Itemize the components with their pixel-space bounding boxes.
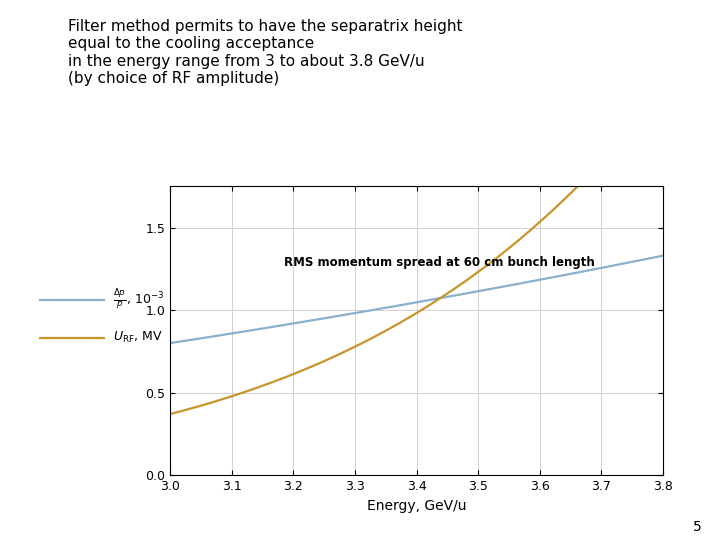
Text: RMS momentum spread at 60 cm bunch length: RMS momentum spread at 60 cm bunch lengt… [284,255,595,268]
Text: Filter method permits to have the separatrix height
equal to the cooling accepta: Filter method permits to have the separa… [68,19,463,86]
Text: 5: 5 [693,519,702,534]
Text: $\frac{\Delta p}{p}$, 10$^{-3}$: $\frac{\Delta p}{p}$, 10$^{-3}$ [113,287,164,312]
Text: $U_{\rm RF}$, MV: $U_{\rm RF}$, MV [113,330,163,345]
X-axis label: Energy, GeV/u: Energy, GeV/u [366,498,467,512]
